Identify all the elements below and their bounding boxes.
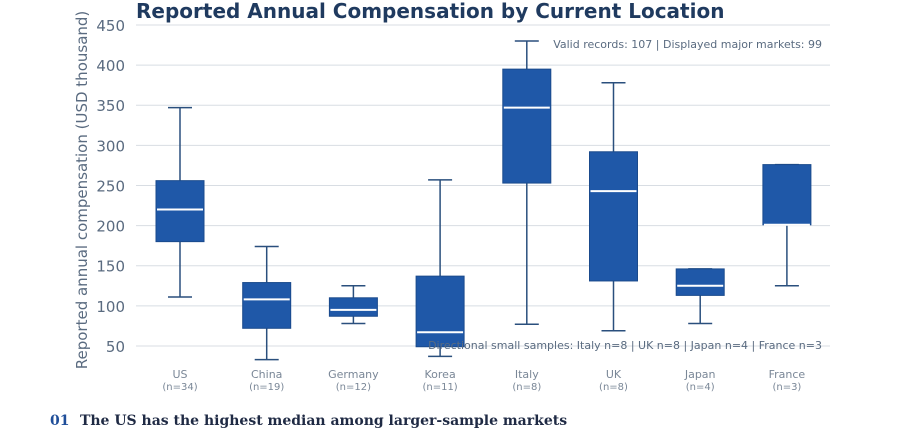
box-japan xyxy=(675,268,725,325)
insight-text: The US has the highest median among larg… xyxy=(79,413,568,429)
box-series xyxy=(155,40,812,361)
x-tick-labels: US(n=34)China(n=19)Germany(n=12)Korea(n=… xyxy=(162,368,805,393)
x-category-label: China xyxy=(251,368,282,381)
y-tick-label: 50 xyxy=(106,338,125,356)
y-tick-labels: 50 100 150 200 250 300 350 400 450 xyxy=(96,17,125,356)
box-plot-chart: 50 100 150 200 250 300 350 400 450 US(n=34) China… xyxy=(73,0,830,393)
y-tick-label: 350 xyxy=(96,97,125,115)
x-sample-size-label: (n=3) xyxy=(772,382,801,393)
box-germany xyxy=(328,285,378,325)
box-uk xyxy=(589,82,638,332)
box-us xyxy=(155,106,205,298)
x-sample-size-label: (n=12) xyxy=(336,382,371,393)
annotation-bottom: Directional small samples: Italy n=8 | U… xyxy=(428,339,822,352)
x-sample-size-label: (n=11) xyxy=(422,382,457,393)
x-category-label: Italy xyxy=(515,368,539,381)
box-korea xyxy=(415,179,465,358)
y-axis-label: Reported annual compensation (USD thousa… xyxy=(73,11,91,370)
box-france xyxy=(762,163,812,287)
iqr-box xyxy=(502,68,552,184)
y-tick-label: 150 xyxy=(96,258,125,276)
y-tick-label: 200 xyxy=(96,218,125,236)
box-italy xyxy=(502,40,552,326)
x-category-label: Japan xyxy=(684,368,716,381)
x-sample-size-label: (n=34) xyxy=(162,382,197,393)
chart-title: Reported Annual Compensation by Current … xyxy=(136,0,724,23)
iqr-box xyxy=(155,180,205,243)
x-sample-size-label: (n=19) xyxy=(249,382,284,393)
y-tick-label: 400 xyxy=(96,57,125,75)
iqr-box xyxy=(415,275,465,348)
y-tick-label: 450 xyxy=(96,17,125,35)
iqr-box xyxy=(589,151,638,282)
x-category-label: France xyxy=(769,368,806,381)
x-category-label: US xyxy=(172,368,187,381)
grid-lines xyxy=(136,24,830,347)
annotation-top: Valid records: 107 | Displayed major mar… xyxy=(553,38,822,51)
insight-caption: 01 The US has the highest median among l… xyxy=(50,413,567,429)
iqr-box xyxy=(242,282,292,329)
x-sample-size-label: (n=8) xyxy=(599,382,628,393)
insight-number: 01 xyxy=(50,413,70,429)
y-tick-label: 250 xyxy=(96,177,125,195)
x-sample-size-label: (n=8) xyxy=(512,382,541,393)
x-category-label: Korea xyxy=(425,368,456,381)
box-china xyxy=(242,245,292,361)
iqr-box xyxy=(762,164,812,226)
x-sample-size-label: (n=4) xyxy=(686,382,715,393)
iqr-box xyxy=(675,268,725,296)
x-category-label: UK xyxy=(606,368,622,381)
iqr-box xyxy=(328,297,378,317)
y-tick-label: 300 xyxy=(96,137,125,155)
y-tick-label: 100 xyxy=(96,298,125,316)
x-category-label: Germany xyxy=(328,368,379,381)
